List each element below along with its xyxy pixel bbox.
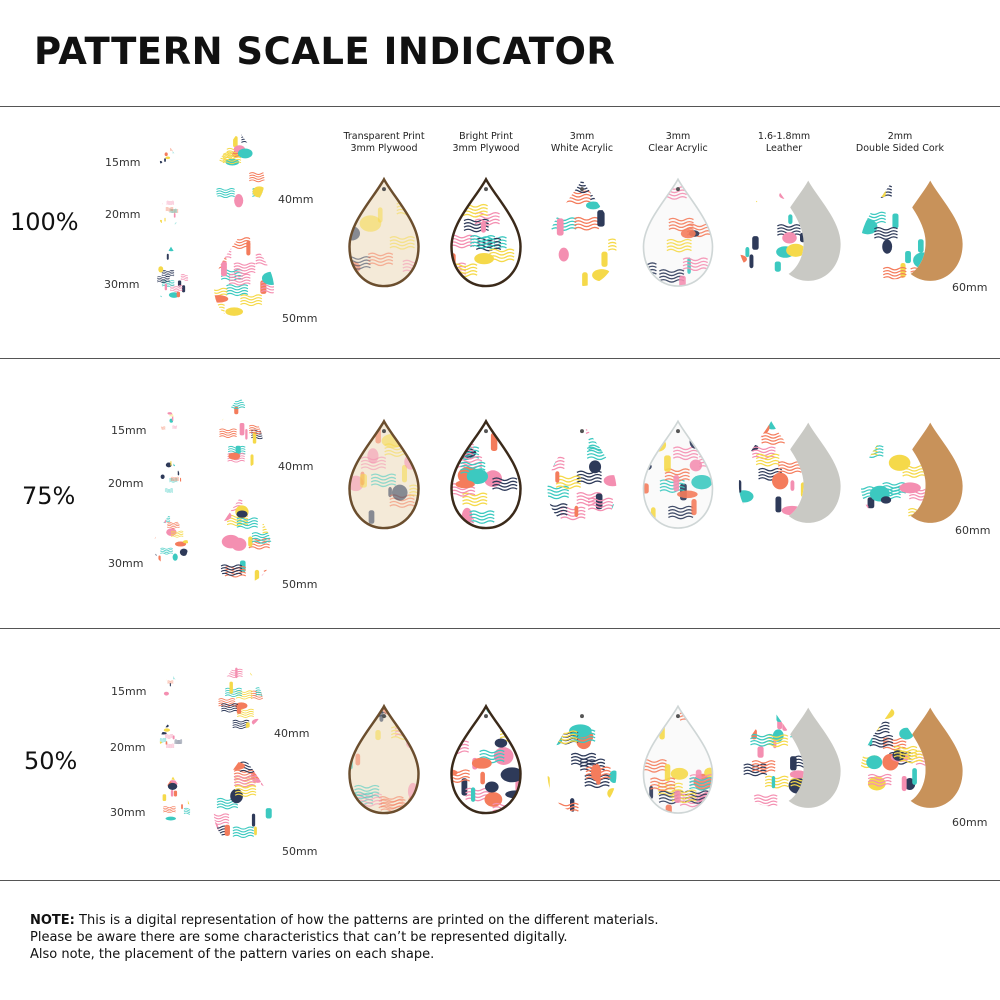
size-sample-swatch	[205, 128, 273, 214]
footnote: NOTE: This is a digital representation o…	[30, 912, 659, 963]
size-label: 50mm	[282, 578, 318, 591]
size-sample-swatch	[160, 672, 182, 702]
material-swatch	[632, 176, 724, 300]
size-sample-swatch	[150, 775, 196, 837]
scale-label-100: 100%	[10, 208, 79, 236]
note-line: Please be aware there are some character…	[30, 930, 568, 945]
size-label: 30mm	[104, 278, 140, 291]
material-header: Bright Print 3mm Plywood	[452, 131, 520, 154]
size-label: 50mm	[282, 312, 318, 325]
material-swatch	[536, 703, 628, 827]
divider	[0, 880, 1000, 881]
material-swatch	[850, 176, 963, 300]
size-label: 20mm	[108, 477, 144, 490]
divider	[0, 358, 1000, 359]
material-swatch	[728, 703, 841, 827]
material-swatch	[536, 176, 628, 300]
size-sample-swatch	[158, 408, 180, 438]
size-label: 40mm	[278, 193, 314, 206]
material-swatch	[728, 418, 841, 542]
material-swatch	[440, 703, 532, 827]
size-label: 40mm	[274, 727, 310, 740]
size-sample-swatch	[204, 752, 282, 858]
note-line: Also note, the placement of the pattern …	[30, 947, 435, 962]
size-label: 60mm	[955, 524, 991, 537]
note-line: This is a digital representation of how …	[79, 913, 659, 928]
size-label: 40mm	[278, 460, 314, 473]
material-header: 2mm Double Sided Cork	[855, 131, 945, 154]
size-sample-swatch	[204, 490, 282, 598]
page-title: PATTERN SCALE INDICATOR	[34, 30, 616, 73]
material-swatch	[338, 176, 430, 300]
size-sample-swatch	[207, 393, 271, 477]
size-sample-swatch	[157, 143, 179, 173]
size-sample-swatch	[209, 655, 271, 739]
size-label: 60mm	[952, 281, 988, 294]
size-label: 30mm	[110, 806, 146, 819]
material-swatch	[440, 176, 532, 300]
size-sample-swatch	[156, 718, 186, 760]
material-swatch	[850, 418, 963, 542]
divider	[0, 106, 1000, 107]
material-swatch	[338, 703, 430, 827]
size-label: 20mm	[105, 208, 141, 221]
size-label: 15mm	[105, 156, 141, 169]
material-swatch	[632, 703, 724, 827]
size-label: 15mm	[111, 685, 147, 698]
material-header: 3mm White Acrylic	[550, 131, 614, 154]
divider	[0, 628, 1000, 629]
material-header: 1.6-1.8mm Leather	[757, 131, 811, 154]
size-sample-swatch	[148, 245, 194, 309]
size-sample-swatch	[148, 510, 194, 574]
material-swatch	[850, 703, 963, 827]
scale-label-75: 75%	[22, 482, 76, 510]
size-label: 15mm	[111, 424, 147, 437]
size-label: 20mm	[110, 741, 146, 754]
size-label: 30mm	[108, 557, 144, 570]
material-header: 3mm Clear Acrylic	[648, 131, 708, 154]
material-swatch	[536, 418, 628, 542]
size-sample-swatch	[204, 226, 284, 338]
material-swatch	[338, 418, 430, 542]
material-swatch	[728, 176, 841, 300]
material-swatch	[632, 418, 724, 542]
size-label: 50mm	[282, 845, 318, 858]
size-label: 60mm	[952, 816, 988, 829]
scale-label-50: 50%	[24, 747, 78, 775]
size-sample-swatch	[155, 457, 185, 499]
material-header: Transparent Print 3mm Plywood	[343, 131, 425, 154]
material-swatch	[440, 418, 532, 542]
note-label: NOTE:	[30, 913, 75, 928]
size-sample-swatch	[155, 193, 183, 233]
